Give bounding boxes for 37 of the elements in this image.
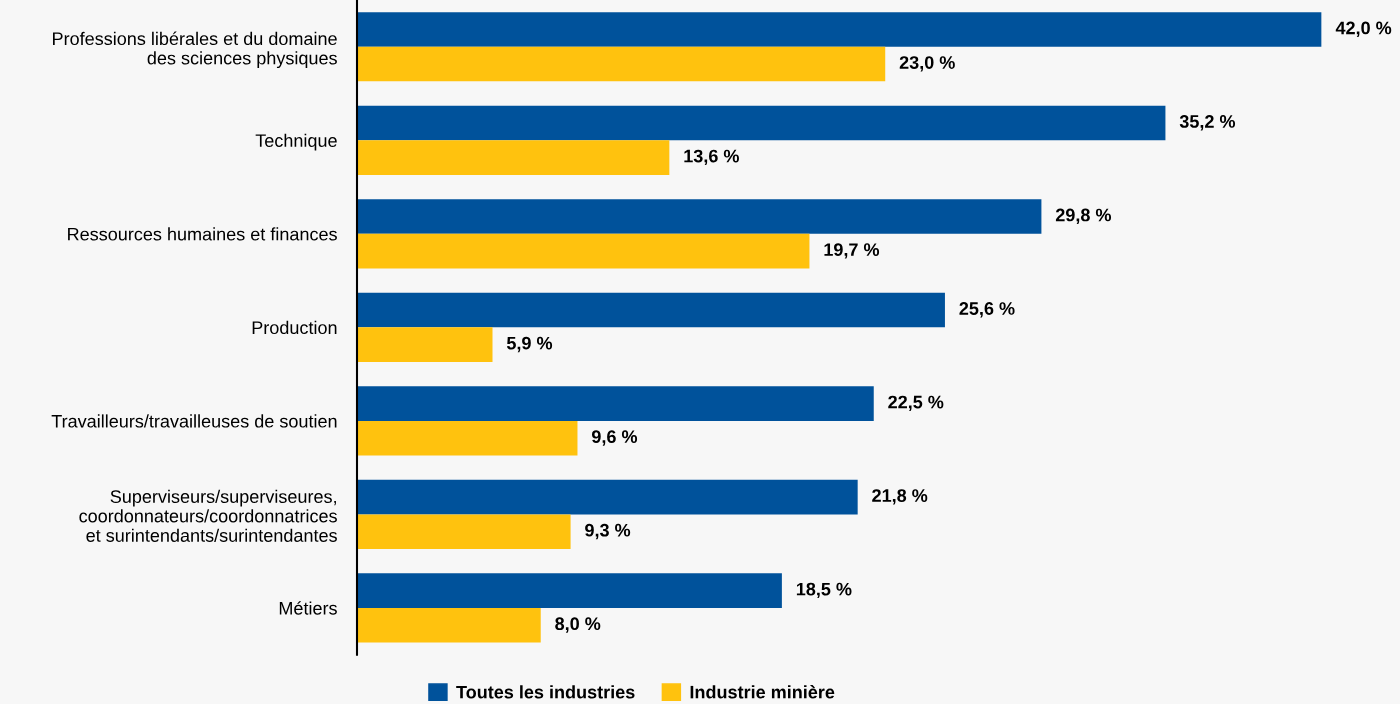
- y-tick-label: Superviseurs/superviseures, coordonnateurs/coordonnatrices et surintendants/surintendantes: [79, 489, 337, 542]
- y-tick-label: Ressources humaines et finances: [68, 227, 337, 241]
- data-label: 42,0 %: [1335, 21, 1392, 37]
- bar: [357, 479, 858, 515]
- y-tick-label: Métiers: [279, 601, 337, 615]
- y-tick-label: Travailleurs/travailleuses de soutien: [51, 414, 337, 428]
- bar: [357, 327, 493, 362]
- bar: [357, 233, 810, 269]
- data-label: 29,8 %: [1055, 208, 1112, 224]
- bar: [357, 105, 1166, 141]
- bar: [357, 140, 670, 175]
- bar: [357, 607, 541, 643]
- data-label: 13,6 %: [684, 149, 739, 166]
- data-label: 5,9 %: [506, 336, 553, 353]
- data-label: 8,0 %: [555, 617, 601, 633]
- bar: [357, 420, 578, 456]
- bar: [357, 292, 945, 328]
- bar: [357, 386, 874, 421]
- data-label: 25,6 %: [959, 302, 1015, 318]
- data-label: 35,2 %: [1179, 115, 1236, 131]
- data-label: 18,5 %: [796, 582, 852, 599]
- y-tick-label: Professions libérales et du domaine des sciences physiques: [53, 31, 337, 69]
- bar: [357, 573, 782, 608]
- y-tick-label: Production: [252, 320, 337, 335]
- bar: [357, 12, 1322, 47]
- data-label: 9,3 %: [585, 523, 631, 540]
- data-label: 22,5 %: [888, 395, 944, 412]
- data-label: 23,0 %: [899, 56, 955, 72]
- bar: [357, 514, 571, 550]
- bar: [357, 46, 886, 82]
- legend-label: Industrie minière: [690, 685, 835, 699]
- data-label: 21,8 %: [872, 489, 928, 505]
- data-label: 9,6 %: [592, 430, 638, 446]
- legend-label: Toutes les industries: [456, 685, 635, 699]
- y-tick-label: Technique: [255, 133, 337, 151]
- bar: [357, 199, 1042, 234]
- data-label: 19,7 %: [824, 243, 880, 259]
